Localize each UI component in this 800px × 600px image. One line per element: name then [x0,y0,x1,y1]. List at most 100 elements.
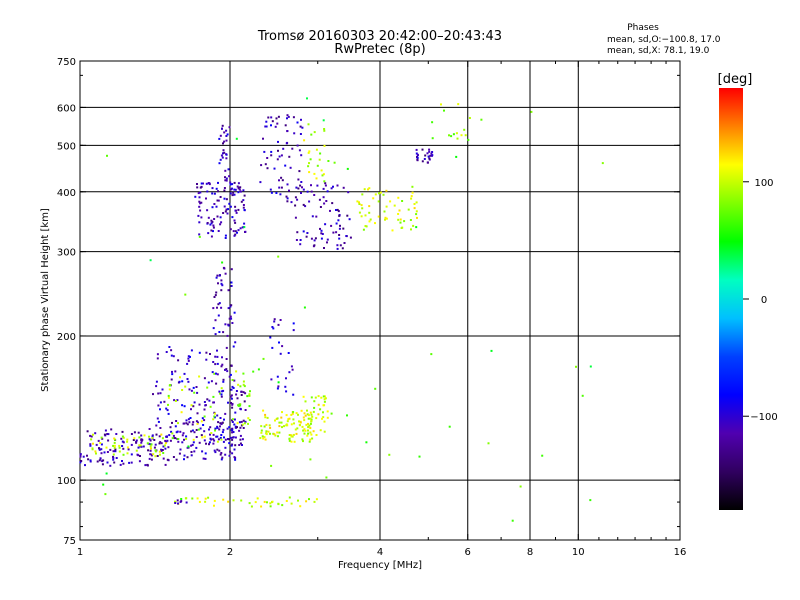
data-point [322,395,325,398]
data-point [231,385,234,388]
data-point [212,395,215,398]
data-point [126,438,129,441]
data-point [181,434,184,437]
data-point [165,351,168,353]
data-point [100,448,103,451]
data-point [271,326,274,328]
data-point [140,434,143,437]
data-point [153,439,156,441]
data-point [220,458,223,461]
data-point [323,420,326,423]
data-point [324,182,327,185]
data-point [190,454,193,457]
data-point [178,452,181,455]
data-point [198,205,201,208]
data-point [237,186,240,189]
data-point [223,418,225,421]
data-point [240,420,243,423]
data-point [228,126,231,129]
data-point [308,162,310,165]
data-point [311,215,314,218]
data-point [174,502,177,504]
data-point [313,194,316,196]
data-point [199,191,202,194]
data-point [220,289,223,292]
data-point [256,497,259,500]
data-point [237,229,240,232]
data-point [332,231,335,234]
data-point [135,439,138,442]
data-point [260,164,263,167]
data-point [319,408,322,411]
data-point [324,223,327,226]
data-point [431,154,433,157]
x-tick-label: 2 [227,547,233,558]
data-point [225,358,228,360]
data-point [183,458,185,461]
data-point [242,419,245,422]
data-point [230,444,233,447]
data-point [197,428,200,431]
data-point [305,500,308,503]
data-point [397,196,400,199]
data-point [310,433,313,436]
data-point [308,424,311,427]
data-point [220,306,223,309]
data-point [305,235,308,238]
data-point [205,442,207,445]
data-point [227,168,230,171]
data-point [113,444,116,447]
data-point [361,193,364,196]
data-point [271,500,274,503]
data-point [234,230,237,233]
data-point [302,230,305,233]
data-point [269,336,272,339]
data-point [450,135,453,138]
data-point [601,162,604,165]
data-point [304,414,307,417]
data-point [194,195,197,198]
data-point [321,233,324,235]
data-point [264,413,267,416]
data-point [236,185,239,188]
data-point [239,442,242,445]
data-point [153,446,156,449]
data-point [306,232,309,234]
data-point [89,434,92,437]
data-point [243,400,246,403]
data-point [231,438,234,441]
data-point [193,391,196,394]
data-point [225,208,228,211]
data-point [284,124,287,127]
data-point [225,153,228,156]
data-point [243,194,246,197]
data-point [238,444,241,446]
data-point [413,207,416,210]
data-point [214,427,217,430]
data-point [112,450,115,453]
y-tick-label: 200 [57,332,76,343]
data-point [288,417,291,420]
data-point [286,183,289,186]
data-point [187,359,190,362]
data-point [448,134,450,137]
data-point [242,427,245,429]
data-point [407,208,410,211]
data-point [320,232,323,235]
data-point [301,438,304,441]
data-point [276,375,279,378]
data-point [238,421,241,424]
data-point [209,353,211,355]
data-point [228,175,231,178]
data-point [238,188,241,191]
data-point [216,199,219,202]
data-point [230,268,233,271]
data-point [225,346,228,349]
colorbar-tick-label: −100 [750,412,777,423]
data-point [290,365,293,368]
data-point [234,233,237,236]
data-point [228,202,231,205]
colorbar-tick-label: 100 [754,178,773,189]
x-tick-label: 8 [527,547,533,558]
data-point [304,429,307,432]
